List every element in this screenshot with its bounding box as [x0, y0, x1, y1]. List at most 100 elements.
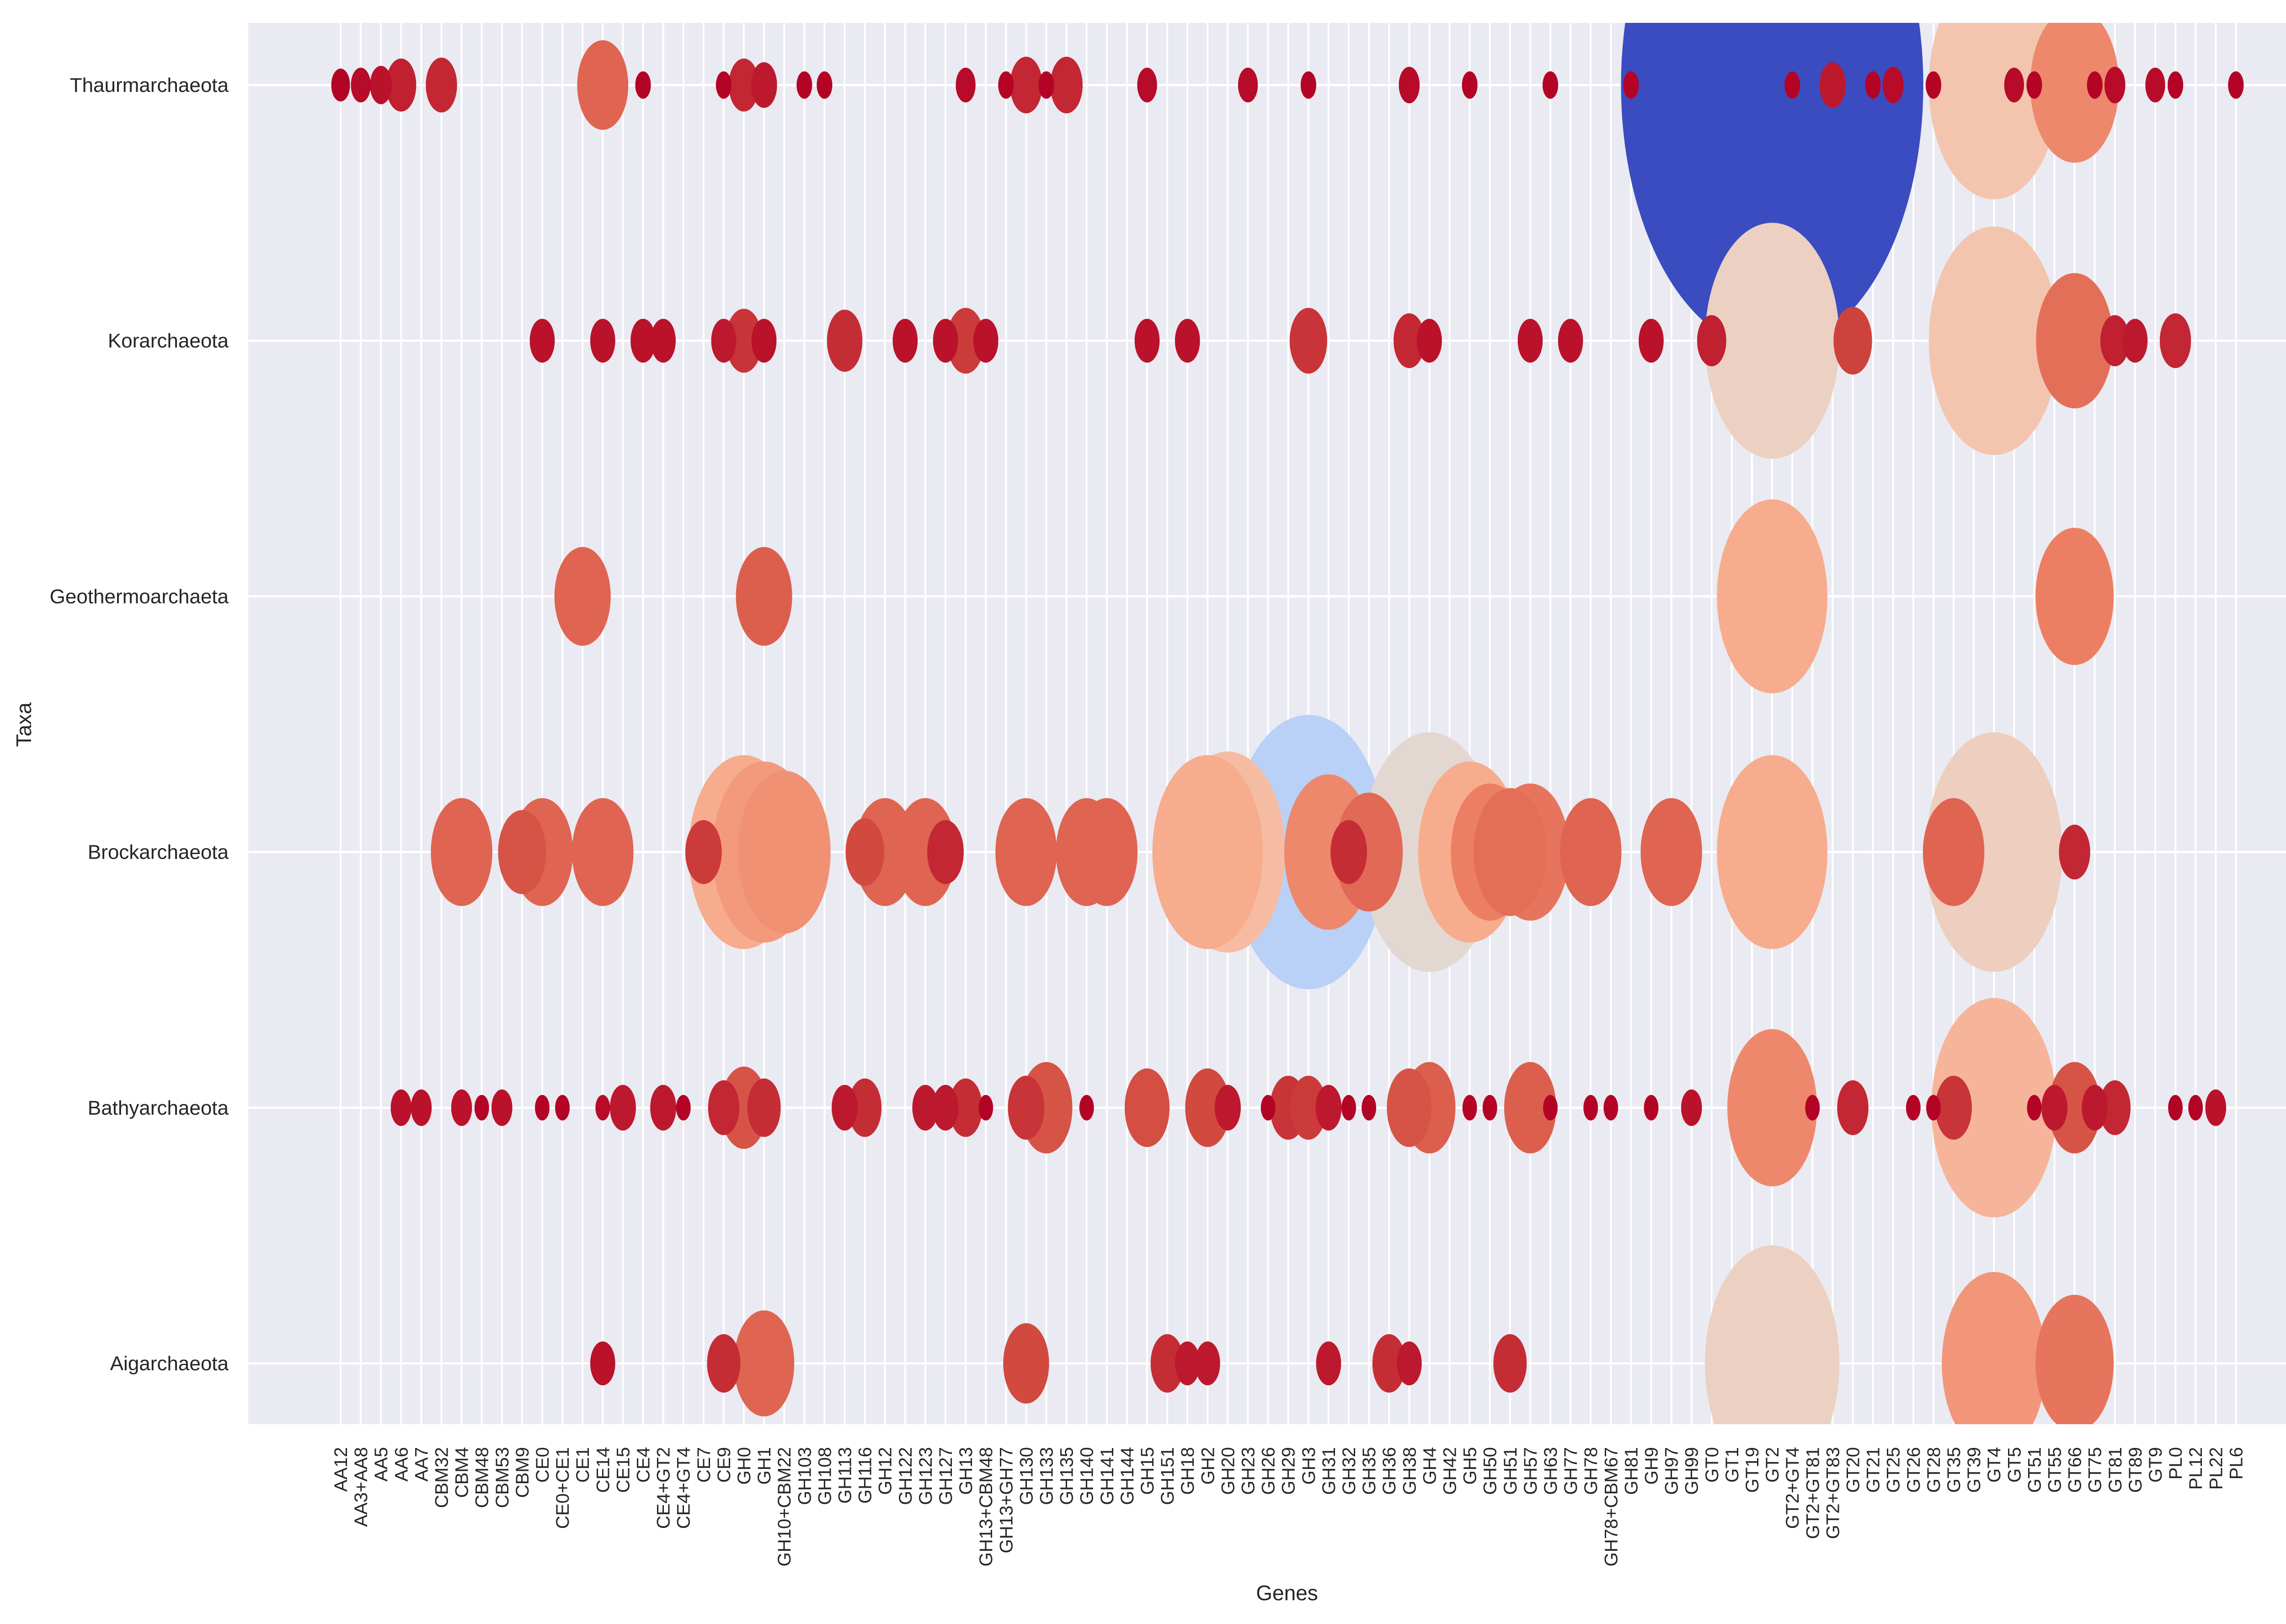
bubble: [2145, 68, 2165, 102]
x-tick-label: CBM32: [432, 1447, 452, 1508]
bubble: [1076, 798, 1138, 906]
x-tick-label: GH108: [815, 1447, 835, 1505]
bubble: [912, 1084, 939, 1131]
x-tick-label: CE0: [533, 1447, 553, 1483]
x-tick-label: GH77: [1561, 1447, 1581, 1495]
x-tick-label: GH13+CBM48: [976, 1447, 996, 1566]
bubble: [733, 1310, 795, 1416]
bubble: [736, 547, 792, 646]
bubble: [1681, 1089, 1702, 1126]
bubble: [1705, 223, 1840, 459]
x-tick-label: GT81: [2105, 1447, 2126, 1493]
bubble: [956, 68, 976, 102]
bubble: [817, 71, 833, 99]
x-tick-label: GH133: [1037, 1447, 1057, 1505]
bubble: [554, 547, 611, 646]
x-tick-label: PL12: [2186, 1447, 2206, 1490]
bubble: [1315, 1084, 1342, 1131]
bubble: [1925, 71, 1941, 99]
x-tick-label: GT35: [1944, 1447, 1964, 1493]
bubble: [1417, 319, 1442, 363]
bubble: [498, 810, 546, 894]
bubble: [1717, 755, 1827, 949]
x-tick-label: GH78: [1581, 1447, 1601, 1495]
x-tick-label: GH4: [1420, 1447, 1440, 1485]
bubble: [1195, 1341, 1220, 1385]
bubble: [1640, 798, 1702, 906]
bubble: [1482, 1095, 1497, 1121]
bubble: [1644, 1095, 1659, 1121]
bubble: [2122, 319, 2148, 363]
x-tick-label: CBM4: [452, 1447, 472, 1498]
bubble: [2030, 23, 2119, 163]
y-tick-label: Brockarchaeota: [88, 841, 229, 864]
x-tick-label: GH9: [1642, 1447, 1662, 1485]
bubble: [751, 319, 777, 363]
bubble: [1558, 319, 1583, 363]
x-tick-label: GH78+CBM67: [1601, 1447, 1621, 1566]
bubble: [845, 818, 884, 886]
x-tick-label: GH42: [1440, 1447, 1460, 1495]
bubble: [1623, 71, 1639, 99]
x-tick-label: AA3+AA8: [351, 1447, 371, 1527]
bubble: [1639, 319, 1664, 363]
y-axis-title: Taxa: [12, 702, 36, 747]
x-tick-label: CE9: [714, 1447, 734, 1483]
y-tick-label: Bathyarchaeota: [88, 1097, 229, 1119]
bubble: [1394, 313, 1425, 369]
x-tick-label: GT75: [2085, 1447, 2105, 1493]
bubble: [1926, 1095, 1941, 1121]
x-tick-label: GT51: [2024, 1447, 2045, 1493]
bubble: [998, 71, 1014, 99]
bubble: [1399, 67, 1420, 103]
bubble: [676, 1095, 691, 1121]
bubble: [973, 319, 999, 363]
bubble: [426, 58, 457, 112]
bubble: [978, 1095, 993, 1121]
bubble: [1942, 1272, 2046, 1424]
x-tick-label: GT5: [2004, 1447, 2024, 1483]
bubble: [1387, 1068, 1432, 1147]
bubble: [590, 1341, 615, 1385]
x-tick-label: GH0: [734, 1447, 754, 1485]
bubble: [1603, 1095, 1618, 1121]
x-tick-label: GT89: [2126, 1447, 2146, 1493]
bubble: [711, 319, 737, 363]
bubble: [1261, 1095, 1276, 1121]
x-tick-label: GT26: [1904, 1447, 1924, 1493]
bubble: [390, 1089, 412, 1126]
bubble: [431, 798, 492, 906]
bubble: [1341, 1095, 1356, 1121]
bubble: [1517, 319, 1543, 363]
bubble-layer: [331, 23, 2244, 1424]
x-tick-label: CE4+GT2: [654, 1447, 674, 1529]
y-tick-label: Aigarchaeota: [110, 1352, 229, 1375]
bubble: [995, 798, 1057, 906]
bubble: [2104, 67, 2126, 103]
bubble: [1784, 71, 1800, 99]
x-tick-label: GH141: [1097, 1447, 1117, 1505]
bubble: [1137, 68, 1157, 102]
bubble: [1150, 1334, 1184, 1393]
x-tick-label: GH20: [1218, 1447, 1238, 1495]
bubble: [2041, 1084, 2067, 1131]
bubble: [1833, 307, 1872, 375]
bubble: [1705, 1245, 1840, 1424]
bubble: [728, 59, 759, 112]
bubble: [1727, 1029, 1817, 1186]
bubble: [1185, 1068, 1230, 1147]
bubble: [1462, 71, 1478, 99]
bubble: [1805, 1095, 1820, 1121]
bubble: [1152, 755, 1263, 949]
x-tick-label: GH57: [1521, 1447, 1541, 1495]
x-tick-label: GH122: [896, 1447, 916, 1505]
x-tick-label: GH116: [855, 1447, 876, 1504]
bubble: [1238, 68, 1258, 102]
bubble: [927, 820, 964, 884]
bubble: [751, 62, 777, 108]
bubble: [1330, 820, 1367, 884]
bubble: [1175, 319, 1200, 363]
bubble: [1543, 1095, 1558, 1121]
x-tick-label: PL0: [2166, 1447, 2186, 1480]
x-tick-label: GT20: [1843, 1447, 1864, 1493]
